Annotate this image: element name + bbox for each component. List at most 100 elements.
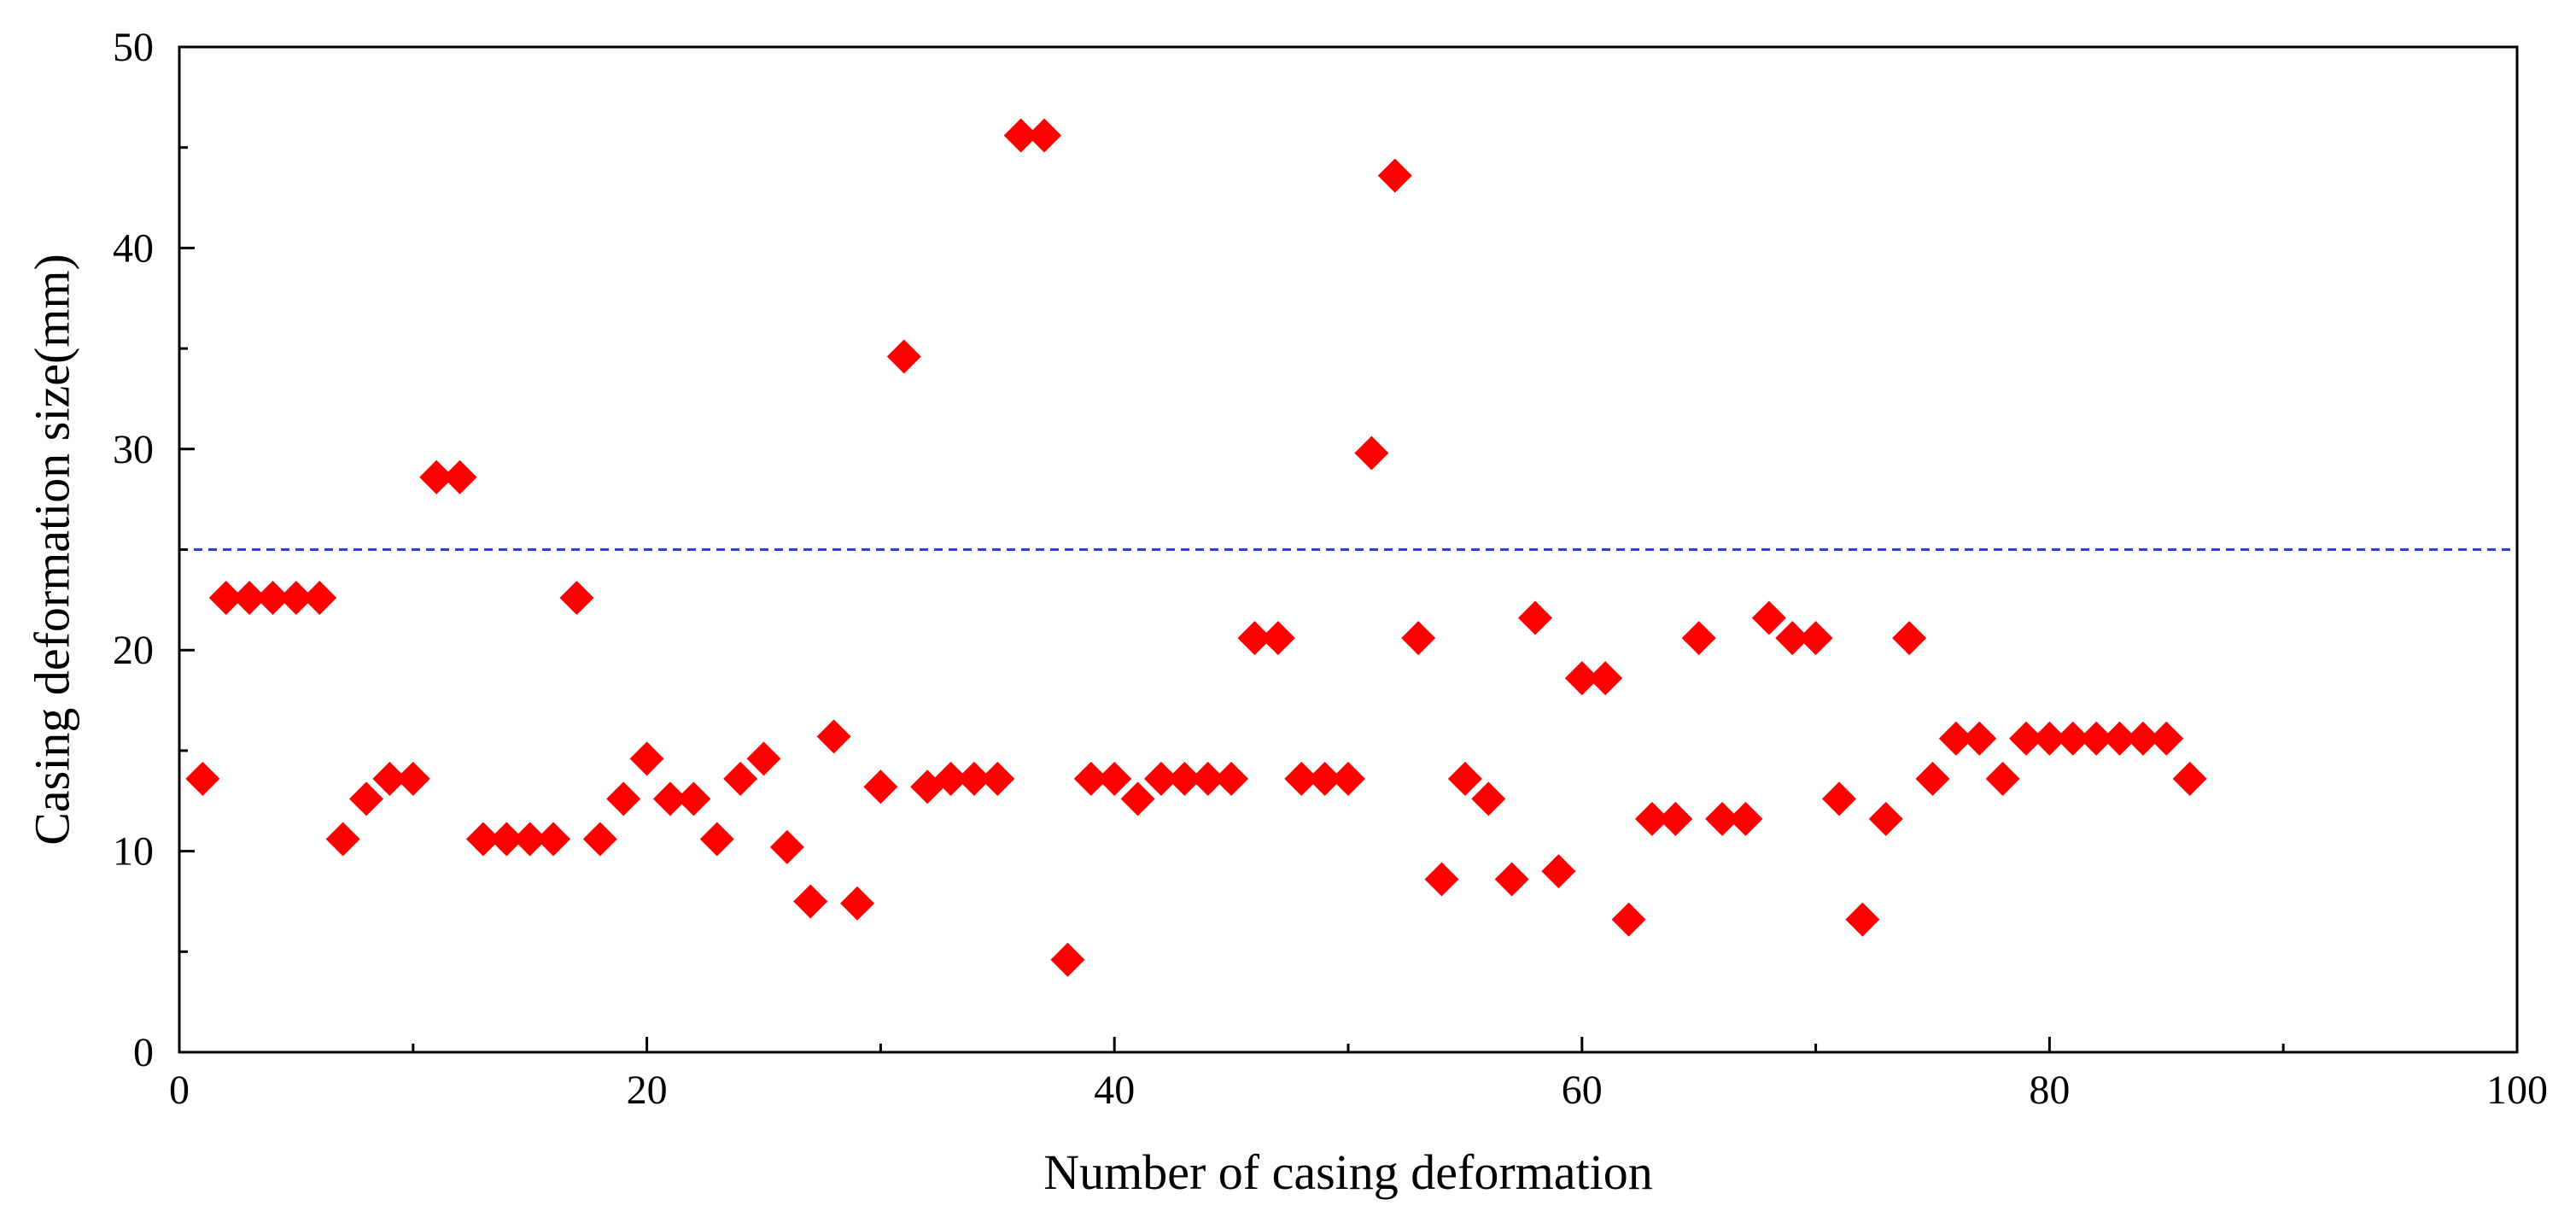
data-point bbox=[1658, 801, 1693, 836]
y-tick-label: 50 bbox=[113, 25, 154, 70]
data-point bbox=[1634, 801, 1669, 836]
data-point bbox=[1751, 600, 1786, 635]
data-point bbox=[1985, 761, 2020, 796]
x-axis-title: Number of casing deformation bbox=[1043, 1144, 1653, 1200]
data-point bbox=[395, 761, 430, 796]
data-point bbox=[933, 761, 968, 796]
x-tick-label: 80 bbox=[2029, 1068, 2070, 1113]
x-tick-label: 100 bbox=[2486, 1068, 2548, 1113]
data-point bbox=[1798, 621, 1833, 656]
data-point bbox=[956, 761, 991, 796]
data-point bbox=[372, 761, 407, 796]
data-point bbox=[629, 741, 664, 776]
data-point bbox=[1424, 862, 1459, 897]
data-point bbox=[2125, 721, 2160, 756]
data-point bbox=[1214, 761, 1249, 796]
data-point bbox=[512, 822, 547, 857]
data-point bbox=[1331, 761, 1365, 796]
data-point bbox=[1845, 902, 1880, 937]
data-point bbox=[1681, 621, 1716, 656]
data-point bbox=[442, 459, 477, 494]
data-point bbox=[582, 822, 617, 857]
data-point bbox=[980, 761, 1015, 796]
data-point bbox=[2009, 721, 2044, 756]
data-point bbox=[1120, 781, 1155, 816]
x-tick-label: 40 bbox=[1094, 1068, 1135, 1113]
data-point bbox=[1237, 621, 1272, 656]
data-point bbox=[2055, 721, 2090, 756]
x-tick-label: 0 bbox=[169, 1068, 190, 1113]
data-point bbox=[816, 719, 851, 754]
data-point bbox=[1775, 621, 1810, 656]
data-point bbox=[1284, 761, 1319, 796]
data-point bbox=[886, 339, 921, 374]
data-point bbox=[559, 580, 594, 615]
data-point bbox=[1307, 761, 1342, 796]
data-point bbox=[2172, 761, 2207, 796]
data-point bbox=[1611, 902, 1646, 937]
data-point bbox=[769, 829, 804, 864]
data-point bbox=[1003, 118, 1038, 153]
data-point bbox=[1260, 621, 1295, 656]
data-point bbox=[2032, 721, 2067, 756]
data-point bbox=[1073, 761, 1108, 796]
data-point bbox=[278, 580, 313, 615]
data-point bbox=[1447, 761, 1482, 796]
data-point bbox=[1821, 781, 1856, 816]
data-point bbox=[2102, 721, 2137, 756]
data-point bbox=[863, 769, 898, 805]
data-point bbox=[2149, 721, 2184, 756]
data-point bbox=[1892, 621, 1927, 656]
data-point bbox=[793, 884, 828, 919]
data-point bbox=[1143, 761, 1178, 796]
data-point bbox=[840, 886, 875, 921]
data-point bbox=[1377, 158, 1412, 193]
data-point bbox=[1588, 661, 1623, 696]
data-point bbox=[1518, 600, 1553, 635]
data-point bbox=[536, 822, 571, 857]
data-point bbox=[185, 761, 220, 796]
data-point bbox=[349, 781, 384, 816]
data-point bbox=[652, 781, 687, 816]
data-point bbox=[489, 822, 524, 857]
data-point bbox=[1915, 761, 1950, 796]
data-point bbox=[232, 580, 267, 615]
data-point bbox=[1494, 862, 1529, 897]
data-point bbox=[1564, 661, 1599, 696]
data-point bbox=[1354, 436, 1389, 471]
data-point bbox=[255, 580, 290, 615]
x-tick-label: 60 bbox=[1562, 1068, 1603, 1113]
data-point bbox=[1401, 621, 1436, 656]
data-point bbox=[699, 822, 734, 857]
data-point bbox=[1097, 761, 1132, 796]
data-point bbox=[1050, 942, 1085, 977]
data-point bbox=[1471, 781, 1506, 816]
data-point bbox=[723, 761, 758, 796]
data-point bbox=[419, 459, 454, 494]
y-tick-label: 40 bbox=[113, 225, 154, 271]
data-point bbox=[1027, 118, 1062, 153]
data-point bbox=[1962, 721, 1997, 756]
data-point bbox=[606, 781, 641, 816]
data-point bbox=[1541, 854, 1576, 889]
data-point bbox=[1167, 761, 1202, 796]
data-point bbox=[676, 781, 711, 816]
y-tick-label: 0 bbox=[133, 1030, 154, 1075]
data-point bbox=[746, 741, 781, 776]
data-point bbox=[1938, 721, 1973, 756]
data-point bbox=[1728, 801, 1763, 836]
data-point bbox=[465, 822, 500, 857]
y-tick-label: 10 bbox=[113, 829, 154, 875]
data-point bbox=[325, 822, 360, 857]
data-point bbox=[1190, 761, 1225, 796]
y-tick-label: 30 bbox=[113, 427, 154, 472]
x-tick-label: 20 bbox=[627, 1068, 668, 1113]
data-point bbox=[2079, 721, 2114, 756]
y-axis-title: Casing deformation size(mm) bbox=[24, 254, 79, 846]
y-tick-label: 20 bbox=[113, 628, 154, 673]
data-point bbox=[302, 580, 337, 615]
data-point bbox=[1868, 801, 1903, 836]
data-point bbox=[1705, 801, 1740, 836]
